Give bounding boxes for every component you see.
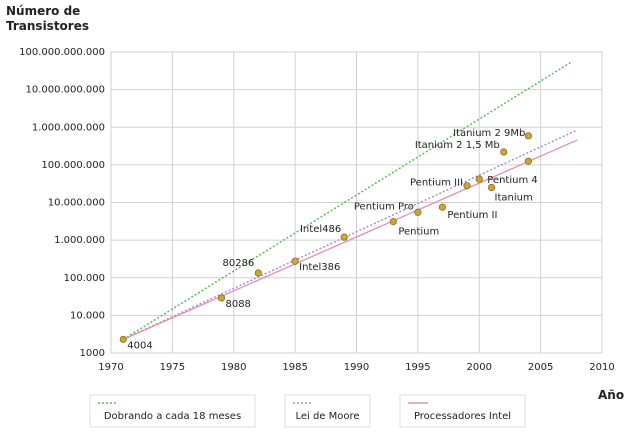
x-tick-label: 2005 — [528, 362, 553, 373]
y-tick-label: 10.000.000.000 — [25, 85, 105, 96]
data-point — [475, 175, 483, 183]
data-point — [414, 208, 422, 216]
x-tick-label: 2000 — [467, 362, 492, 373]
x-tick-label: 1970 — [98, 362, 123, 373]
y-tick-label: 10.000.000 — [48, 198, 105, 209]
data-point — [340, 233, 348, 241]
data-point — [524, 132, 532, 140]
x-tick-label: 2010 — [589, 362, 614, 373]
point-label: 8088 — [225, 299, 250, 310]
point-label: Intel386 — [299, 262, 340, 273]
data-point — [487, 183, 496, 192]
y-axis-label: Número de Transistores — [6, 4, 90, 33]
legend-label: Lei de Moore — [295, 411, 359, 422]
y-tick-label: 100.000.000.000 — [19, 47, 105, 58]
data-point — [119, 335, 127, 343]
data-point — [438, 203, 447, 211]
trend-line — [123, 139, 578, 340]
data-point — [500, 148, 508, 156]
point-label: Itanium 2 1,5 Mb — [415, 140, 500, 151]
point-label: Pentium II — [447, 210, 497, 221]
point-label: Itanium — [495, 193, 533, 204]
point-label: Intel486 — [300, 224, 341, 235]
y-tick-label: 1.000.000 — [54, 235, 105, 246]
trend-line — [122, 129, 578, 341]
x-tick-label: 1990 — [344, 362, 369, 373]
point-label: Itanium 2 9Mb — [453, 128, 525, 139]
x-tick-label: 1995 — [405, 362, 430, 373]
point-label: Pentium — [398, 227, 439, 238]
legend-label: Processadores Intel — [414, 411, 511, 422]
y-tick-label: 100.000 — [64, 273, 105, 284]
point-label: Pentium Pro — [354, 201, 414, 212]
data-point — [254, 269, 262, 277]
point-label: 80286 — [222, 258, 254, 269]
x-tick-label: 1975 — [160, 362, 185, 373]
y-tick-label: 100.000.000 — [41, 160, 105, 171]
legend-label: Dobrando a cada 18 meses — [104, 411, 241, 422]
x-tick-label: 1985 — [282, 362, 307, 373]
data-point — [291, 257, 299, 265]
data-point — [217, 294, 226, 302]
x-axis-label: Año — [598, 388, 625, 402]
legend-box — [89, 394, 256, 428]
point-label: Pentium 4 — [487, 175, 537, 186]
y-tick-label: 1000 — [80, 348, 105, 359]
x-tick-label: 1980 — [221, 362, 246, 373]
y-tick-label: 10.000 — [70, 310, 105, 321]
data-point — [463, 182, 471, 190]
point-label: Pentium III — [410, 178, 463, 189]
legend-box — [284, 394, 371, 428]
y-tick-label: 1.000.000.000 — [32, 122, 105, 133]
data-point — [389, 218, 397, 226]
point-label: 4004 — [127, 340, 152, 351]
legend-box — [399, 394, 526, 428]
data-point — [524, 157, 532, 165]
